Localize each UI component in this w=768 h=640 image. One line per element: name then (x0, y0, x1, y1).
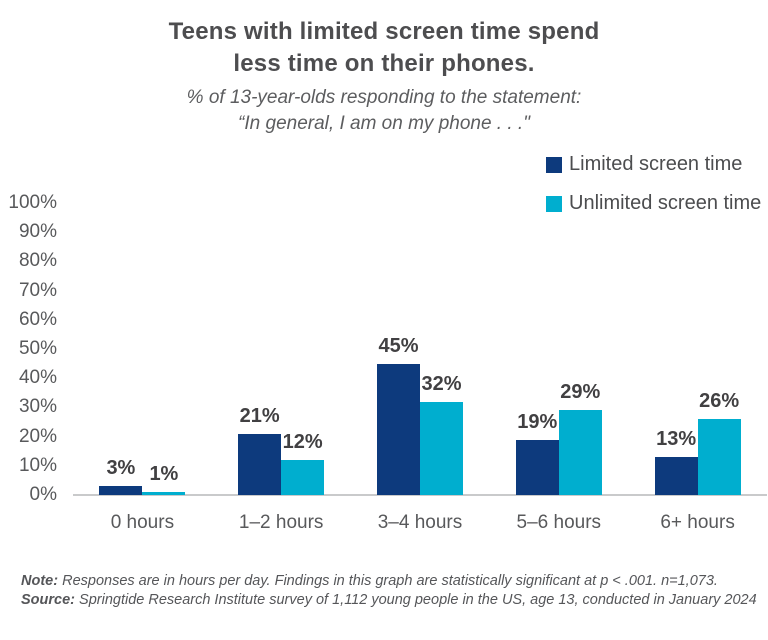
y-axis-tick-50pct: 50% (18, 338, 57, 359)
value-label-unlimited-0-hours: 1% (149, 463, 179, 486)
legend: Limited screen time Unlimited screen tim… (546, 153, 761, 231)
note-text: Responses are in hours per day. Findings… (58, 573, 718, 589)
y-axis-tick-60pct: 60% (18, 308, 57, 330)
x-axis-label-3-4-hours: 3–4 hours (377, 512, 463, 533)
legend-item-unlimited: Unlimited screen time (546, 192, 761, 215)
y-axis-tick-80pct: 80% (18, 250, 57, 272)
bar-unlimited-6+-hours (697, 419, 741, 495)
y-axis-tick-100pct: 100% (8, 192, 57, 213)
source-label: Source: (21, 592, 75, 608)
x-axis-line (73, 494, 767, 496)
source-text: Springtide Research Institute survey of … (75, 592, 757, 608)
x-axis-label-5-6-hours: 5–6 hours (516, 512, 602, 533)
value-label-unlimited-1-2-hours: 12% (282, 430, 323, 453)
value-label-limited-3-4-hours: 45% (378, 334, 419, 357)
chart-title-line1: Teens with limited screen time spend (168, 18, 600, 45)
y-axis-tick-10pct: 10% (18, 454, 57, 476)
chart-title-line2: less time on their phones. (233, 50, 535, 77)
x-axis-label-0-hours: 0 hours (110, 512, 175, 533)
value-label-limited-5-6-hours: 19% (517, 410, 558, 433)
y-axis-tick-90pct: 90% (18, 221, 57, 243)
bar-unlimited-1-2-hours (281, 459, 325, 495)
source-line: Source: Springtide Research Institute su… (21, 591, 758, 610)
value-label-limited-0-hours: 3% (106, 457, 136, 480)
bar-limited-5-6-hours (515, 439, 559, 495)
value-label-limited-6+-hours: 13% (656, 428, 697, 451)
chart-subtitle: % of 13-year-olds responding to the stat… (0, 85, 768, 137)
y-axis-tick-0pct: 0% (29, 484, 57, 505)
value-label-limited-1-2-hours: 21% (239, 404, 280, 427)
bar-limited-1-2-hours (238, 433, 282, 495)
footer-notes: Note: Responses are in hours per day. Fi… (21, 572, 758, 610)
legend-swatch-unlimited-icon (546, 195, 562, 212)
bar-limited-6+-hours (654, 457, 698, 495)
chart-subtitle-line2: “In general, I am on my phone . . ." (238, 113, 530, 134)
legend-label-limited: Limited screen time (569, 153, 743, 175)
bar-limited-3-4-hours (377, 363, 420, 495)
legend-label-unlimited: Unlimited screen time (569, 192, 762, 214)
value-label-unlimited-5-6-hours: 29% (560, 381, 601, 404)
legend-swatch-limited-icon (546, 156, 562, 173)
legend-item-limited: Limited screen time (546, 153, 761, 176)
x-axis-label-6+-hours: 6+ hours (660, 512, 735, 533)
bar-unlimited-3-4-hours (420, 401, 463, 495)
y-axis-tick-40pct: 40% (18, 367, 57, 389)
y-axis-tick-20pct: 20% (18, 425, 57, 447)
chart-subtitle-line1: % of 13-year-olds responding to the stat… (186, 87, 582, 108)
bar-unlimited-5-6-hours (558, 410, 602, 495)
bar-unlimited-0-hours (142, 492, 186, 495)
value-label-unlimited-6+-hours: 26% (699, 390, 740, 413)
note-line: Note: Responses are in hours per day. Fi… (21, 572, 758, 591)
bar-limited-0-hours (99, 486, 143, 495)
y-axis-tick-70pct: 70% (18, 279, 57, 301)
value-label-unlimited-3-4-hours: 32% (421, 372, 462, 395)
chart-title: Teens with limited screen time spend les… (0, 16, 768, 80)
y-axis-tick-30pct: 30% (18, 396, 57, 418)
x-axis-label-1-2-hours: 1–2 hours (238, 512, 324, 533)
note-label: Note: (21, 573, 59, 589)
